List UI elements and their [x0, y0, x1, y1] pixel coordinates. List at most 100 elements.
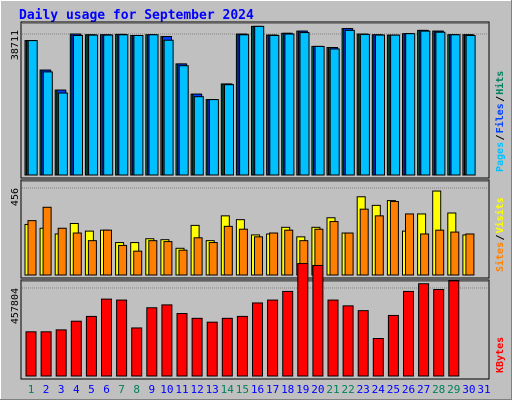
bar-hits_files_pages-pages-17 [269, 34, 280, 176]
bar-sites_visits-sites-5 [87, 240, 97, 276]
x-tick-day-29: 29 [447, 383, 460, 396]
bar-hits_files_pages-pages-18 [284, 33, 295, 176]
bar-hits_files_pages-pages-12 [193, 96, 204, 176]
bar-hits_files_pages-pages-13 [208, 99, 219, 176]
bar-kbytes-kbytes-4 [70, 320, 82, 377]
x-tick-day-10: 10 [160, 383, 173, 396]
bar-sites_visits-sites-25 [389, 201, 399, 276]
x-tick-day-30: 30 [462, 383, 475, 396]
x-tick-day-5: 5 [88, 383, 95, 396]
bar-hits_files_pages-pages-1 [27, 40, 38, 176]
bar-hits_files_pages-pages-3 [57, 92, 68, 176]
bar-sites_visits-sites-21 [329, 221, 339, 276]
bar-kbytes-kbytes-16 [252, 302, 263, 377]
x-tick-day-17: 17 [266, 383, 279, 396]
bar-kbytes-kbytes-17 [267, 299, 279, 377]
x-tick-day-12: 12 [190, 383, 203, 396]
bar-kbytes-kbytes-25 [387, 314, 399, 377]
bar-kbytes-kbytes-10 [161, 304, 173, 377]
bar-hits_files_pages-pages-7 [118, 34, 129, 176]
bar-hits_files_pages-pages-10 [163, 39, 174, 176]
bar-kbytes-kbytes-29 [448, 280, 460, 377]
x-tick-day-22: 22 [341, 383, 354, 396]
bar-kbytes-kbytes-9 [146, 307, 158, 377]
panel-kbytes-label-0: KBytes [495, 337, 506, 373]
bar-sites_visits-sites-11 [178, 249, 188, 276]
x-tick-day-21: 21 [326, 383, 339, 396]
bar-hits_files_pages-pages-20 [314, 45, 325, 176]
panel-hits_files_pages-max-label: 38711 [10, 30, 21, 60]
bar-sites_visits-sites-2 [42, 206, 52, 276]
x-tick-day-9: 9 [148, 383, 155, 396]
bar-hits_files_pages-pages-4 [73, 34, 83, 176]
bar-kbytes-kbytes-18 [282, 290, 294, 377]
bar-kbytes-kbytes-6 [101, 298, 112, 377]
bar-sites_visits-sites-24 [374, 215, 384, 276]
x-tick-day-1: 1 [28, 383, 35, 396]
panel-sites_visits-label-1: / [495, 234, 506, 240]
bar-hits_files_pages-pages-23 [359, 33, 370, 176]
panel-sites_visits-label-2: Visits [494, 197, 506, 233]
x-tick-day-28: 28 [432, 383, 445, 396]
bar-sites_visits-sites-27 [420, 233, 430, 276]
bar-kbytes-kbytes-8 [131, 327, 143, 377]
x-tick-day-8: 8 [133, 383, 140, 396]
bar-kbytes-kbytes-21 [327, 299, 339, 377]
bar-kbytes-kbytes-2 [40, 331, 52, 377]
x-tick-day-26: 26 [402, 383, 415, 396]
bar-kbytes-kbytes-13 [206, 321, 218, 377]
x-tick-day-16: 16 [251, 383, 264, 396]
bar-hits_files_pages-pages-29 [450, 34, 461, 176]
bar-hits_files_pages-pages-9 [148, 34, 159, 176]
bar-sites_visits-sites-13 [208, 242, 218, 276]
bar-hits_files_pages-pages-22 [344, 29, 355, 176]
panel-sites_visits-label-0: Sites [494, 242, 506, 272]
bar-kbytes-kbytes-3 [55, 329, 67, 377]
x-tick-day-4: 4 [73, 383, 80, 396]
bar-sites_visits-sites-9 [148, 240, 158, 276]
bar-kbytes-kbytes-11 [176, 313, 188, 377]
x-tick-day-13: 13 [206, 383, 219, 396]
bar-hits_files_pages-pages-25 [390, 34, 401, 176]
bar-hits_files_pages-pages-21 [329, 48, 340, 176]
bar-hits_files_pages-pages-16 [254, 25, 265, 176]
bar-kbytes-kbytes-12 [191, 317, 203, 377]
bar-kbytes-kbytes-5 [85, 315, 97, 377]
x-tick-day-31: 31 [477, 383, 490, 396]
bar-kbytes-kbytes-14 [221, 317, 233, 377]
bar-hits_files_pages-pages-6 [103, 34, 114, 176]
bar-sites_visits-sites-23 [359, 208, 369, 276]
bar-hits_files_pages-pages-26 [405, 33, 416, 176]
bar-hits_files_pages-pages-27 [420, 30, 431, 176]
bar-hits_files_pages-pages-30 [465, 34, 476, 176]
bar-kbytes-kbytes-28 [433, 289, 445, 377]
bar-hits_files_pages-pages-2 [42, 71, 53, 176]
panel-hits_files_pages-label-1: / [495, 134, 506, 140]
x-tick-day-27: 27 [417, 383, 430, 396]
bar-hits_files_pages-pages-19 [299, 32, 310, 176]
bar-sites_visits-sites-1 [27, 220, 37, 276]
bar-hits_files_pages-pages-15 [239, 34, 250, 176]
bar-kbytes-kbytes-7 [116, 299, 128, 377]
bar-sites_visits-sites-26 [405, 213, 414, 276]
panel-kbytes-max-label: 457804 [10, 288, 21, 324]
bar-kbytes-kbytes-1 [25, 331, 37, 377]
bar-sites_visits-sites-4 [72, 232, 82, 276]
bar-sites_visits-sites-7 [118, 244, 128, 276]
bar-sites_visits-sites-22 [344, 232, 354, 276]
x-tick-day-15: 15 [236, 383, 249, 396]
x-tick-day-3: 3 [58, 383, 65, 396]
bar-hits_files_pages-pages-11 [178, 65, 189, 176]
bar-kbytes-kbytes-20 [312, 264, 324, 377]
bar-kbytes-kbytes-27 [418, 283, 430, 377]
bar-sites_visits-sites-6 [103, 229, 112, 276]
bar-sites_visits-sites-15 [238, 228, 248, 276]
x-tick-day-18: 18 [281, 383, 294, 396]
chart-title: Daily usage for September 2024 [19, 8, 254, 23]
bar-hits_files_pages-pages-28 [435, 31, 446, 176]
panel-hits_files_pages-label-2: Files [494, 103, 506, 133]
panel-hits_files_pages-label-3: / [495, 96, 506, 102]
x-tick-day-19: 19 [296, 383, 309, 396]
bar-hits_files_pages-pages-5 [88, 34, 99, 176]
